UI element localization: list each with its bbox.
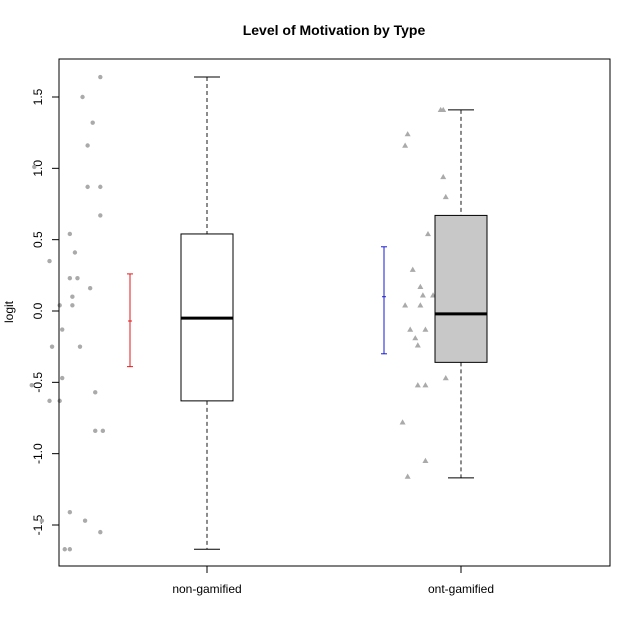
- data-point: [60, 327, 65, 332]
- y-axis: -1.5 -1.0 -0.5 0.0 0.5 1.0 1.5: [31, 88, 60, 535]
- y-tick-label: 0.0: [31, 302, 45, 319]
- data-point: [414, 382, 421, 388]
- data-point: [67, 231, 73, 237]
- data-point: [70, 294, 75, 299]
- data-point: [440, 173, 447, 180]
- data-point: [90, 120, 95, 125]
- data-point: [57, 398, 62, 404]
- data-point: [442, 375, 449, 381]
- data-point: [417, 283, 424, 289]
- data-point: [419, 292, 426, 298]
- data-point: [402, 302, 409, 308]
- data-point: [98, 184, 103, 190]
- x-tick-label: non-gamified: [172, 582, 241, 596]
- data-point: [85, 184, 90, 190]
- data-point: [93, 428, 98, 434]
- data-point: [39, 518, 45, 523]
- data-point: [67, 275, 73, 281]
- data-point: [47, 258, 52, 264]
- plot-content: [29, 74, 488, 552]
- data-point: [67, 547, 73, 552]
- data-point: [422, 382, 429, 388]
- data-point: [422, 457, 429, 463]
- data-point: [87, 285, 93, 291]
- chart-title: Level of Motivation by Type: [243, 22, 426, 38]
- data-point: [80, 94, 85, 100]
- series-2: [381, 106, 488, 479]
- data-point: [32, 164, 37, 170]
- data-point: [442, 193, 449, 200]
- data-point: [412, 335, 419, 341]
- data-point: [409, 266, 416, 272]
- data-point: [404, 131, 411, 137]
- data-point: [85, 143, 90, 148]
- y-tick-label: -1.5: [31, 514, 45, 535]
- box: [434, 214, 488, 363]
- data-point: [399, 419, 406, 425]
- data-point: [407, 326, 414, 332]
- data-point: [75, 275, 80, 281]
- data-point: [440, 106, 447, 113]
- data-point: [402, 142, 409, 148]
- series-1: [29, 74, 234, 552]
- data-point: [70, 303, 75, 308]
- data-point: [57, 303, 62, 308]
- data-point: [60, 375, 65, 381]
- data-point: [93, 390, 98, 395]
- data-point: [62, 547, 67, 552]
- data-point: [414, 342, 421, 348]
- data-point: [98, 529, 103, 535]
- data-point: [47, 398, 52, 404]
- data-point: [72, 250, 78, 255]
- x-tick-label: ont-gamified: [428, 582, 494, 596]
- data-point: [29, 382, 34, 388]
- data-point: [422, 326, 429, 332]
- data-point: [77, 344, 83, 349]
- data-point: [417, 302, 424, 308]
- data-point: [98, 213, 103, 218]
- plot-frame: [58, 58, 611, 567]
- y-tick-label: -0.5: [31, 372, 45, 393]
- data-point: [49, 344, 55, 349]
- data-point: [82, 518, 88, 523]
- y-tick-label: -1.0: [31, 443, 45, 464]
- data-point: [100, 428, 106, 434]
- data-point: [98, 74, 103, 80]
- data-point: [424, 230, 431, 237]
- data-point: [404, 473, 411, 479]
- y-tick-label: 1.0: [31, 160, 45, 177]
- y-tick-label: 0.5: [31, 231, 45, 248]
- y-axis-label: logit: [2, 300, 16, 323]
- y-tick-label: 1.5: [31, 88, 45, 105]
- data-point: [67, 509, 73, 515]
